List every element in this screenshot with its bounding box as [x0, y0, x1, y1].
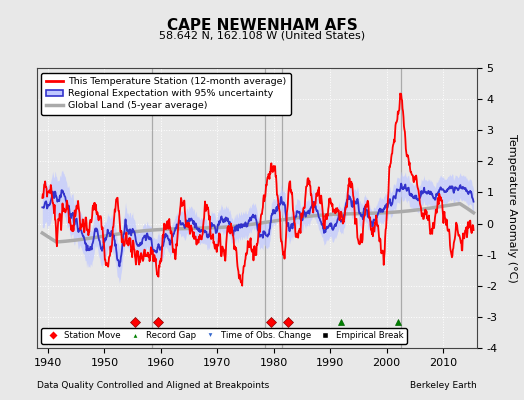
Text: 58.642 N, 162.108 W (United States): 58.642 N, 162.108 W (United States) — [159, 30, 365, 40]
Text: Data Quality Controlled and Aligned at Breakpoints: Data Quality Controlled and Aligned at B… — [37, 381, 269, 390]
Text: CAPE NEWENHAM AFS: CAPE NEWENHAM AFS — [167, 18, 357, 33]
Text: Berkeley Earth: Berkeley Earth — [410, 381, 477, 390]
Y-axis label: Temperature Anomaly (°C): Temperature Anomaly (°C) — [507, 134, 517, 282]
Legend: Station Move, Record Gap, Time of Obs. Change, Empirical Break: Station Move, Record Gap, Time of Obs. C… — [41, 328, 407, 344]
